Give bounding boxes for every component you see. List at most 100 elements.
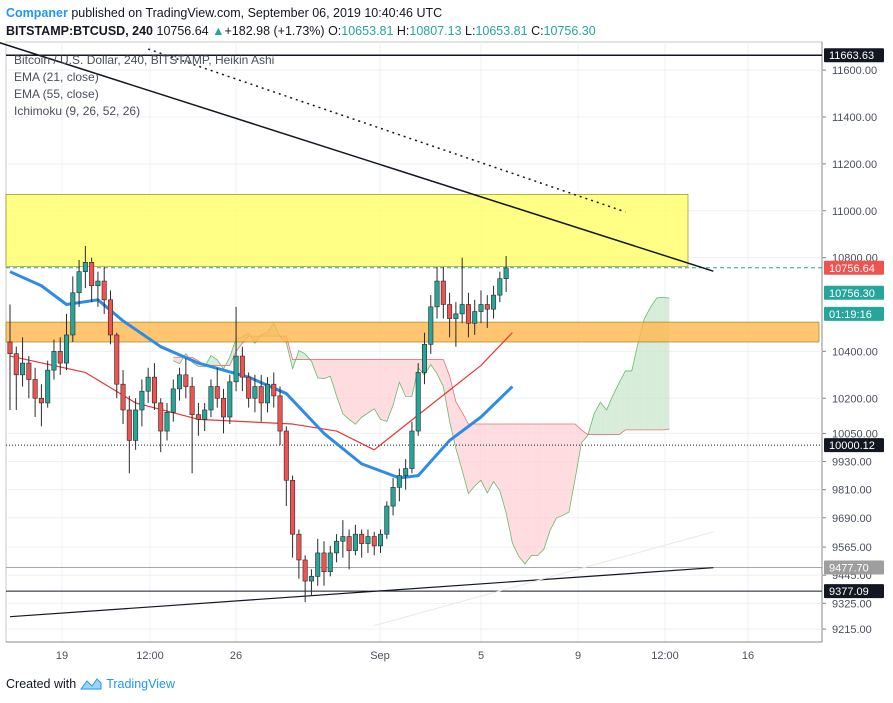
ichimoku-cloud-segment bbox=[499, 424, 507, 513]
author-name[interactable]: Companer bbox=[6, 6, 68, 20]
candle-body bbox=[158, 402, 164, 432]
candle-body bbox=[139, 390, 145, 411]
x-tick-label: 9 bbox=[575, 650, 581, 662]
open-value: 10653.81 bbox=[341, 24, 394, 38]
ichimoku-cloud-segment bbox=[324, 359, 331, 379]
ichimoku-cloud-segment bbox=[462, 412, 469, 494]
price-badge-label: 10756.30 bbox=[829, 288, 875, 300]
legend-ema21[interactable]: EMA (21, close) bbox=[14, 70, 99, 84]
ichimoku-cloud-segment bbox=[380, 359, 387, 422]
candle-body bbox=[64, 334, 70, 364]
candle-body bbox=[315, 552, 321, 577]
ichimoku-cloud-segment bbox=[474, 424, 481, 486]
open-label: O: bbox=[328, 24, 342, 38]
ichimoku-cloud-segment bbox=[349, 359, 356, 425]
zone-resistance bbox=[5, 194, 689, 267]
ichimoku-cloud-segment bbox=[317, 359, 324, 379]
candle-body bbox=[334, 540, 340, 554]
candle-body bbox=[484, 304, 490, 310]
candle-body bbox=[32, 379, 38, 399]
x-tick-label: Sep bbox=[370, 650, 390, 662]
candle-body bbox=[390, 487, 396, 507]
price-badge bbox=[824, 584, 884, 599]
ichimoku-cloud-segment bbox=[518, 424, 525, 564]
high-value: 10807.13 bbox=[409, 24, 462, 38]
x-tick-label: 19 bbox=[56, 650, 68, 662]
tradingview-logo-icon bbox=[80, 678, 102, 690]
ichimoku-cloud-segment bbox=[173, 357, 180, 364]
candle-body bbox=[378, 533, 384, 547]
candle-body bbox=[264, 383, 270, 404]
indicator-legend: Bitcoin / U.S. Dollar, 240, BITSTAMP, He… bbox=[14, 52, 274, 120]
candle-body bbox=[70, 292, 76, 336]
candle-body bbox=[352, 533, 358, 551]
price-badge bbox=[824, 48, 884, 63]
candle-body bbox=[308, 576, 314, 582]
candle-body bbox=[7, 341, 13, 355]
candle-body bbox=[101, 280, 107, 301]
candle-body bbox=[440, 280, 446, 305]
candle-body bbox=[133, 409, 139, 441]
ichimoku-cloud-segment bbox=[568, 424, 576, 513]
chart-header: Companer published on TradingView.com, S… bbox=[6, 4, 886, 40]
tradingview-brand[interactable]: TradingView bbox=[106, 677, 175, 691]
candle-body bbox=[283, 430, 289, 481]
candle-body bbox=[82, 262, 88, 272]
candle-body bbox=[290, 479, 296, 535]
ichimoku-cloud-segment bbox=[600, 402, 607, 435]
candle-body bbox=[277, 395, 283, 432]
candle-body bbox=[478, 304, 484, 312]
ichimoku-cloud-segment bbox=[405, 359, 412, 397]
ichimoku-cloud-segment bbox=[543, 424, 551, 550]
published-text: published on TradingView.com, September … bbox=[71, 6, 443, 20]
legend-ichimoku[interactable]: Ichimoku (9, 26, 52, 26) bbox=[14, 104, 141, 118]
y-tick-label: 9930.00 bbox=[832, 457, 872, 469]
legend-ema55[interactable]: EMA (55, close) bbox=[14, 87, 99, 101]
ichimoku-cloud-segment bbox=[625, 370, 632, 430]
price-badge bbox=[824, 260, 884, 275]
price-change: +182.98 (+1.73%) bbox=[224, 24, 325, 38]
ichimoku-cloud-segment bbox=[656, 297, 664, 430]
y-tick-label: 9810.00 bbox=[832, 485, 872, 497]
candle-body bbox=[183, 374, 189, 387]
candle-body bbox=[57, 351, 63, 364]
candle-body bbox=[453, 313, 459, 319]
candle-body bbox=[126, 409, 132, 441]
ichimoku-cloud-segment bbox=[449, 375, 456, 449]
x-tick-label: 12:00 bbox=[136, 650, 164, 662]
y-tick-label: 11600.00 bbox=[832, 65, 877, 77]
trendline-lower bbox=[9, 567, 714, 618]
candle-body bbox=[258, 386, 264, 404]
candle-body bbox=[51, 351, 57, 371]
candle-body bbox=[359, 533, 365, 544]
candle-body bbox=[233, 355, 239, 383]
ichimoku-cloud-segment bbox=[361, 359, 368, 418]
ichimoku-cloud-segment bbox=[581, 429, 588, 443]
price-badge bbox=[824, 285, 884, 300]
y-tick-label: 10400.00 bbox=[832, 346, 878, 358]
trendline-dotted bbox=[147, 48, 626, 213]
y-tick-label: 9325.00 bbox=[832, 598, 872, 610]
ichimoku-cloud-segment bbox=[487, 424, 494, 493]
ichimoku-cloud-segment bbox=[638, 318, 645, 430]
ichimoku-cloud-segment bbox=[298, 350, 306, 360]
price-badge bbox=[824, 438, 884, 453]
candle-body bbox=[371, 536, 377, 547]
candle-body bbox=[327, 552, 333, 572]
candle-body bbox=[472, 311, 478, 324]
candle-body bbox=[346, 536, 352, 551]
candle-body bbox=[246, 376, 252, 399]
time-axis bbox=[0, 642, 893, 667]
ichimoku-cloud-segment bbox=[330, 359, 337, 396]
candle-body bbox=[202, 409, 208, 420]
footer: Created with TradingView bbox=[6, 677, 175, 691]
candle-body bbox=[95, 280, 101, 287]
candle-body bbox=[497, 278, 503, 296]
candle-body bbox=[214, 386, 220, 399]
candle-body bbox=[428, 306, 434, 345]
candle-body bbox=[20, 362, 26, 376]
x-tick-label: 26 bbox=[230, 650, 242, 662]
candle-body bbox=[252, 386, 258, 399]
candle-body bbox=[107, 299, 113, 336]
